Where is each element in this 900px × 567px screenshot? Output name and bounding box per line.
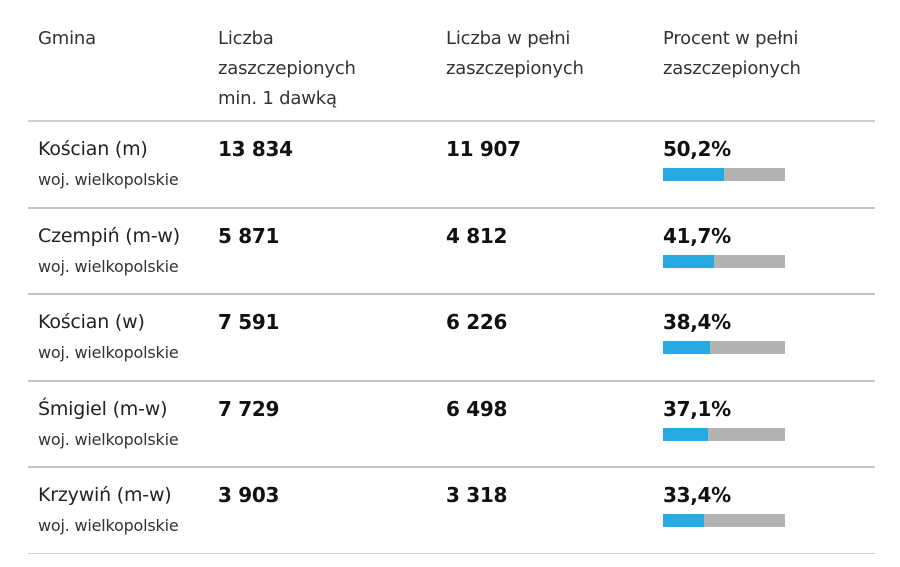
gmina-region: woj. wielkopolskie (38, 170, 179, 189)
min1-count: 7 729 (218, 396, 280, 421)
header-gmina: Gmina (38, 24, 96, 54)
header-full-line: zaszczepionych (446, 58, 584, 79)
header-min1-line: zaszczepionych (218, 58, 356, 79)
gmina-name: Kościan (w) (38, 311, 145, 333)
gmina-region: woj. wielkopolskie (38, 429, 179, 449)
full-count: 4 812 (446, 223, 508, 248)
gmina-name: Kościan (m) (38, 138, 148, 160)
full-count: 11 907 (446, 137, 521, 161)
percent-bar-fill (663, 427, 709, 441)
header-fully-vaccinated: Liczba w pełni zaszczepionych (446, 24, 584, 84)
percent-bar (663, 427, 785, 441)
table-header: Gmina Liczba zaszczepionych min. 1 dawką… (28, 0, 875, 122)
percent-value: 50,2% (663, 137, 731, 161)
min1-count: 5 871 (218, 223, 280, 248)
header-min1-dose: Liczba zaszczepionych min. 1 dawką (218, 24, 356, 114)
header-pct-line: Procent w pełni (663, 28, 799, 49)
header-pct-line: zaszczepionych (663, 58, 801, 79)
percent-bar (663, 168, 785, 181)
table-row: Czempiń (m-w) woj. wielkopolskie 5 871 4… (28, 209, 875, 295)
percent-bar-fill (663, 514, 704, 527)
percent-value: 33,4% (663, 483, 731, 507)
full-count: 3 318 (446, 483, 508, 507)
full-count: 6 498 (446, 396, 508, 421)
header-min1-line: min. 1 dawką (218, 88, 337, 109)
full-count: 6 226 (446, 310, 508, 334)
percent-bar-fill (663, 254, 714, 268)
percent-value: 37,1% (663, 396, 731, 421)
min1-count: 3 903 (218, 483, 280, 507)
percent-bar (663, 254, 785, 268)
gmina-name: Śmigiel (m-w) (38, 397, 168, 420)
gmina-name: Czempiń (m-w) (38, 224, 180, 247)
table-row: Kościan (m) woj. wielkopolskie 13 834 11… (28, 122, 875, 209)
percent-bar-fill (663, 341, 710, 354)
header-min1-line: Liczba (218, 28, 274, 49)
percent-value: 38,4% (663, 310, 731, 334)
table-body: Kościan (m) woj. wielkopolskie 13 834 11… (28, 122, 875, 554)
percent-value: 41,7% (663, 223, 731, 248)
vaccination-table: Gmina Liczba zaszczepionych min. 1 dawką… (28, 0, 875, 554)
header-gmina-label: Gmina (38, 28, 96, 49)
gmina-region: woj. wielkopolskie (38, 256, 179, 276)
gmina-region: woj. wielkopolskie (38, 343, 179, 362)
header-full-line: Liczba w pełni (446, 28, 571, 49)
min1-count: 7 591 (218, 310, 280, 334)
header-percent-fully: Procent w pełni zaszczepionych (663, 24, 801, 84)
gmina-name: Krzywiń (m-w) (38, 484, 172, 506)
min1-count: 13 834 (218, 137, 293, 161)
table-row: Śmigiel (m-w) woj. wielkopolskie 7 729 6… (28, 382, 875, 468)
table-row: Krzywiń (m-w) woj. wielkopolskie 3 903 3… (28, 468, 875, 554)
percent-bar (663, 341, 785, 354)
percent-bar (663, 514, 785, 527)
gmina-region: woj. wielkopolskie (38, 516, 179, 535)
table-row: Kościan (w) woj. wielkopolskie 7 591 6 2… (28, 295, 875, 382)
percent-bar-fill (663, 168, 725, 181)
